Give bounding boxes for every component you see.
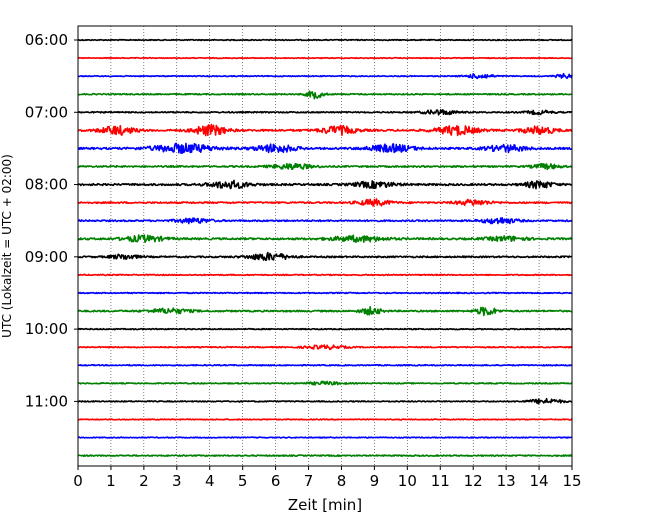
y-axis-label: UTC (Lokalzeit = UTC + 02:00) xyxy=(0,154,14,338)
x-tick-label-2: 2 xyxy=(139,472,149,490)
trace-row-1030 xyxy=(77,363,573,367)
plot-frame xyxy=(77,25,573,467)
trace-row-0915 xyxy=(77,273,573,277)
trace-row-1130 xyxy=(77,436,573,439)
x-tick-label-8: 8 xyxy=(337,472,347,490)
x-tick-label-6: 6 xyxy=(271,472,281,490)
x-tick-label-4: 4 xyxy=(205,472,215,490)
y-axis-ticks: 06:00 07:00 08:00 09:00 10:00 11:00 xyxy=(25,31,78,410)
x-tick-label-0: 0 xyxy=(73,472,83,490)
x-tick-label-15: 15 xyxy=(562,472,581,490)
trace-row-1115 xyxy=(77,418,573,421)
trace-row-0600 xyxy=(77,38,573,42)
trace-row-0700 xyxy=(77,108,573,116)
trace-row-1100 xyxy=(77,397,573,405)
trace-row-0715 xyxy=(77,123,573,137)
y-tick-label-0700: 07:00 xyxy=(25,103,68,121)
trace-row-0630 xyxy=(77,72,573,80)
trace-row-0830 xyxy=(77,217,573,225)
y-tick-label-1000: 10:00 xyxy=(25,320,68,338)
trace-row-0845 xyxy=(77,234,573,244)
x-tick-label-14: 14 xyxy=(530,472,549,490)
x-tick-label-3: 3 xyxy=(172,472,182,490)
x-tick-label-10: 10 xyxy=(398,472,417,490)
trace-row-0945 xyxy=(77,305,573,317)
y-tick-label-0900: 09:00 xyxy=(25,248,68,266)
x-tick-label-11: 11 xyxy=(431,472,450,490)
trace-row-0645 xyxy=(77,90,573,100)
trace-row-0800 xyxy=(77,179,573,190)
x-axis-ticks: 0 1 2 3 4 5 6 7 8 9 10 11 12 13 14 15 xyxy=(73,466,582,490)
x-tick-label-5: 5 xyxy=(238,472,248,490)
trace-row-0815 xyxy=(77,198,573,207)
x-tick-label-13: 13 xyxy=(497,472,516,490)
trace-row-0730 xyxy=(77,142,573,155)
y-tick-label-1100: 11:00 xyxy=(25,392,68,410)
trace-row-0930 xyxy=(77,291,573,295)
x-tick-label-12: 12 xyxy=(464,472,483,490)
trace-row-0900 xyxy=(77,251,573,261)
trace-row-1015 xyxy=(77,344,573,351)
x-tick-label-1: 1 xyxy=(106,472,116,490)
trace-rows xyxy=(77,38,573,457)
x-tick-label-9: 9 xyxy=(370,472,380,490)
vertical-grid xyxy=(110,26,540,466)
trace-row-0745 xyxy=(77,162,573,171)
trace-row-1045 xyxy=(77,380,573,386)
y-tick-label-0800: 08:00 xyxy=(25,176,68,194)
trace-row-0615 xyxy=(77,56,573,60)
x-tick-label-7: 7 xyxy=(304,472,314,490)
x-axis-label: Zeit [min] xyxy=(288,496,362,514)
trace-row-1000 xyxy=(77,327,573,331)
trace-row-1145 xyxy=(77,454,573,457)
y-tick-label-0600: 06:00 xyxy=(25,31,68,49)
